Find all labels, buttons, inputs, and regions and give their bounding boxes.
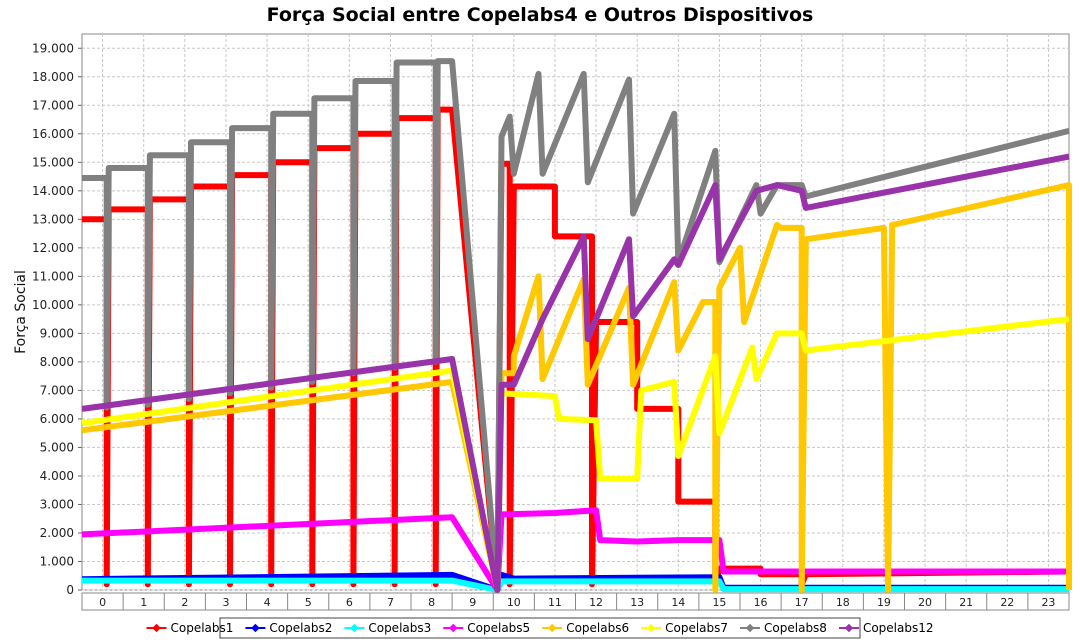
x-tick-label: 12 [589,596,603,609]
y-tick-label: 16.000 [32,127,74,141]
legend-box [219,617,861,639]
legend-label: Copelabs5 [467,621,530,635]
x-tick-label: 17 [795,596,809,609]
y-tick-label: 6.000 [40,412,74,426]
x-tick-label: 1 [140,596,147,609]
y-axis-label: Força Social [13,270,29,354]
x-tick-label: 8 [428,596,435,609]
chart-title: Força Social entre Copelabs4 e Outros Di… [267,4,814,26]
legend-label: Copelabs3 [368,621,431,635]
x-tick-layer: 0 1 2 3 4 5 6 7 8 9 10 11 12 13 14 15 16 17 18 19 20 21 22 23 [81,592,1070,611]
y-tick-label: 9.000 [40,326,74,340]
y-tick-label: 2.000 [40,526,74,540]
y-tick-label: 8.000 [40,355,74,369]
legend-label: Copelabs8 [764,621,827,635]
x-tick-label: 19 [877,596,891,609]
x-tick-label: 15 [712,596,726,609]
x-tick-label: 23 [1041,596,1055,609]
y-tick-label: 1.000 [40,554,74,568]
legend-swatch-marker [547,623,557,633]
y-tick-label: 17.000 [32,98,74,112]
series-line-copelabs12 [81,153,1070,593]
x-tick-label: 9 [469,596,476,609]
x-tick-label: 3 [222,596,229,609]
x-tick-label: 10 [507,596,521,609]
x-tick-label: 13 [630,596,644,609]
y-tick-label: 5.000 [40,440,74,454]
x-tick-label: 16 [754,596,768,609]
y-tick-label: 18.000 [32,70,74,84]
y-tick-label: 12.000 [32,241,74,255]
legend-swatch-marker [449,623,458,633]
x-tick-label: 5 [305,596,312,609]
y-tick-label: 14.000 [32,184,74,198]
legend-swatch-marker [152,623,161,633]
y-tick-label: 4.000 [40,469,74,483]
legend-swatch-marker [844,623,854,633]
legend-label: Copelabs12 [863,621,934,635]
x-tick-label: 21 [959,596,973,609]
y-tick-layer: 0 1.000 2.000 3.000 4.000 5.000 6.000 7.000 8.00… [32,41,82,597]
y-tick-label: 0 [66,583,74,597]
legend-swatch-marker [646,623,656,633]
y-tick-label: 15.000 [32,155,74,169]
y-tick-label: 13.000 [32,212,74,226]
x-tick-label: 11 [548,596,562,609]
series-line-copelabs6 [81,182,1072,593]
legend-label: Copelabs2 [269,621,332,635]
x-tick-label: 7 [387,596,394,609]
series-line-copelabs3 [82,577,1069,593]
legend-swatch-marker [745,623,755,633]
x-tick-label: 18 [836,596,850,609]
legend-label: Copelabs1 [171,621,234,635]
y-tick-label: 11.000 [32,269,74,283]
x-tick-label: 0 [99,596,106,609]
y-tick-label: 3.000 [40,497,74,511]
x-tick-label: 22 [1000,596,1014,609]
x-tick-label: 4 [264,596,271,609]
y-tick-label: 7.000 [40,383,74,397]
y-tick-label: 19.000 [32,41,74,55]
series-line-copelabs7 [81,316,1070,593]
legend: Copelabs1 Copelabs2 Copelabs3 Copelabs5 Cope… [146,617,934,639]
x-tick-label: 2 [181,596,188,609]
series-layer [81,58,1072,593]
legend-label: Copelabs6 [566,621,629,635]
x-tick-label: 20 [918,596,932,609]
legend-label: Copelabs7 [665,621,728,635]
x-tick-label: 14 [671,596,685,609]
x-tick-label: 6 [346,596,353,609]
legend-swatch-marker [350,623,359,633]
series-line-copelabs5 [81,507,1069,593]
y-tick-label: 10.000 [32,298,74,312]
